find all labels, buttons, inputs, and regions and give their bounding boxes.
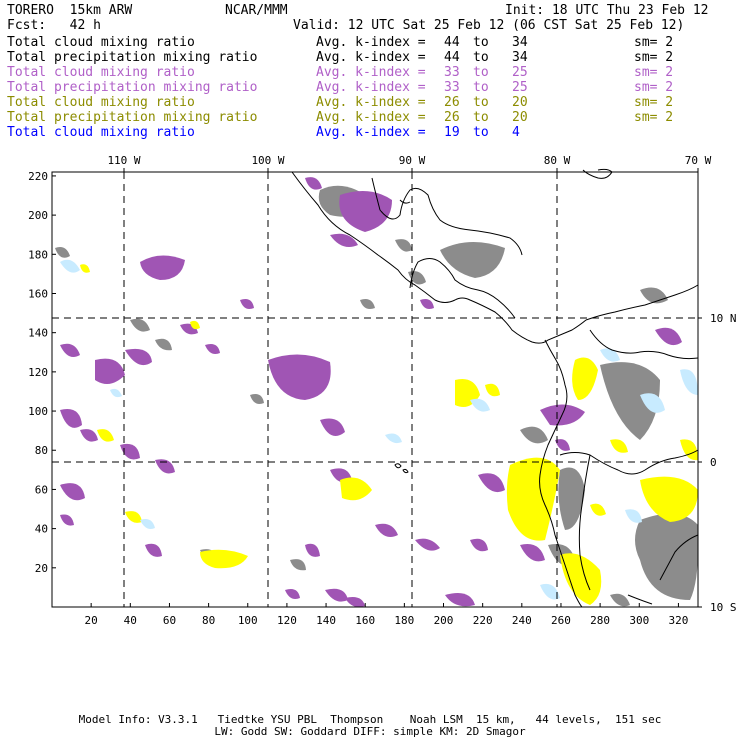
x-tick-label: 280 (590, 614, 610, 627)
y-tick-label: 120 (28, 366, 48, 379)
legend-hi: 20 (512, 95, 528, 110)
init-time: Init: 18 UTC Thu 23 Feb 12 (505, 3, 709, 18)
lat-lon-grid (52, 172, 698, 607)
x-tick-label: 100 (238, 614, 258, 627)
x-tick-label: 260 (551, 614, 571, 627)
legend-name: Total precipitation mixing ratio (7, 110, 258, 125)
lon-label: 70 W (685, 154, 712, 167)
legend-lo: 26 (444, 110, 460, 125)
purple-field (60, 177, 682, 607)
legend-kidx: Avg. k-index = (316, 80, 426, 95)
legend-kidx: Avg. k-index = (316, 110, 426, 125)
lightblue-field (60, 259, 698, 600)
legend-to: to (473, 35, 489, 50)
y-tick-label: 80 (35, 444, 48, 457)
legend-hi: 25 (512, 80, 528, 95)
legend-kidx: Avg. k-index = (316, 50, 426, 65)
legend-name: Total precipitation mixing ratio (7, 50, 258, 65)
y-tick-label: 100 (28, 405, 48, 418)
x-tick-label: 140 (316, 614, 336, 627)
legend-name: Total precipitation mixing ratio (7, 80, 258, 95)
legend-lo: 19 (444, 125, 460, 140)
lon-label: 90 W (399, 154, 426, 167)
y-tick-label: 160 (28, 287, 48, 300)
legend-lo: 44 (444, 35, 460, 50)
coastlines (291, 168, 699, 608)
x-tick-label: 80 (202, 614, 215, 627)
lon-label: 100 W (251, 154, 284, 167)
moisture-fields (55, 177, 699, 607)
y-tick-label: 40 (35, 523, 48, 536)
legend-lo: 44 (444, 50, 460, 65)
model-info-line1: Model Info: V3.3.1 Tiedtke YSU PBL Thomp… (78, 713, 662, 726)
org-label: NCAR/MMM (225, 3, 288, 18)
legend-to: to (473, 65, 489, 80)
y-tick-label: 220 (28, 170, 48, 183)
legend-kidx: Avg. k-index = (316, 65, 426, 80)
latitude-labels: 10 N 0 10 S (698, 312, 737, 614)
legend-kidx: Avg. k-index = (316, 125, 426, 140)
legend-to: to (473, 50, 489, 65)
yellow-field (80, 264, 698, 605)
legend-to: to (473, 125, 489, 140)
legend-to: to (473, 110, 489, 125)
y-tick-label: 60 (35, 483, 48, 496)
legend-lo: 26 (444, 95, 460, 110)
legend-hi: 34 (512, 35, 528, 50)
legend-name: Total cloud mixing ratio (7, 95, 195, 110)
y-tick-label: 140 (28, 327, 48, 340)
x-tick-label: 160 (355, 614, 375, 627)
y-tick-label: 20 (35, 562, 48, 575)
gray-field (55, 185, 699, 607)
y-tick-label: 200 (28, 209, 48, 222)
lat-label: 0 (710, 456, 717, 469)
x-tick-label: 180 (394, 614, 414, 627)
x-tick-label: 20 (85, 614, 98, 627)
x-tick-label: 120 (277, 614, 297, 627)
x-axis: 20 40 60 80 100 120 140 160 180 200 220 240 260 280 30… (85, 603, 688, 627)
legend-hi: 20 (512, 110, 528, 125)
lat-label: 10 N (710, 312, 737, 325)
lat-label: 10 S (710, 601, 737, 614)
y-axis: 20 40 60 80 100 120 140 160 180 200 220 (28, 170, 56, 575)
lon-label: 80 W (544, 154, 571, 167)
legend-sm: sm= 2 (634, 95, 674, 110)
legend-sm: sm= 2 (634, 35, 674, 50)
legend-sm: sm= 2 (634, 80, 674, 95)
plot-frame (51, 171, 699, 608)
legend-name: Total cloud mixing ratio (7, 125, 195, 140)
x-tick-label: 200 (434, 614, 454, 627)
legend-kidx: Avg. k-index = (316, 35, 426, 50)
x-tick-label: 320 (668, 614, 688, 627)
legend-to: to (473, 95, 489, 110)
model-title: TORERO 15km ARW (7, 3, 133, 18)
legend-to: to (473, 80, 489, 95)
lon-label: 110 W (107, 154, 140, 167)
x-tick-label: 300 (629, 614, 649, 627)
legend-sm: sm= 2 (634, 110, 674, 125)
x-tick-label: 220 (473, 614, 493, 627)
legend-name: Total cloud mixing ratio (7, 35, 195, 50)
x-tick-label: 240 (512, 614, 532, 627)
y-tick-label: 180 (28, 248, 48, 261)
forecast-hour: Fcst: 42 h (7, 18, 101, 33)
legend-name: Total cloud mixing ratio (7, 65, 195, 80)
model-info-line2: LW: Godd SW: Goddard DIFF: simple KM: 2D… (214, 725, 526, 738)
legend-lo: 33 (444, 80, 460, 95)
valid-time: Valid: 12 UTC Sat 25 Feb 12 (06 CST Sat … (293, 18, 685, 33)
longitude-labels: 110 W 100 W 90 W 80 W 70 W (107, 154, 712, 172)
legend-hi: 34 (512, 50, 528, 65)
legend-lo: 33 (444, 65, 460, 80)
x-tick-label: 40 (124, 614, 137, 627)
legend-sm: sm= 2 (634, 50, 674, 65)
legend-kidx: Avg. k-index = (316, 95, 426, 110)
legend-hi: 25 (512, 65, 528, 80)
legend-hi: 4 (512, 125, 520, 140)
legend-sm: sm= 2 (634, 65, 674, 80)
x-tick-label: 60 (163, 614, 176, 627)
